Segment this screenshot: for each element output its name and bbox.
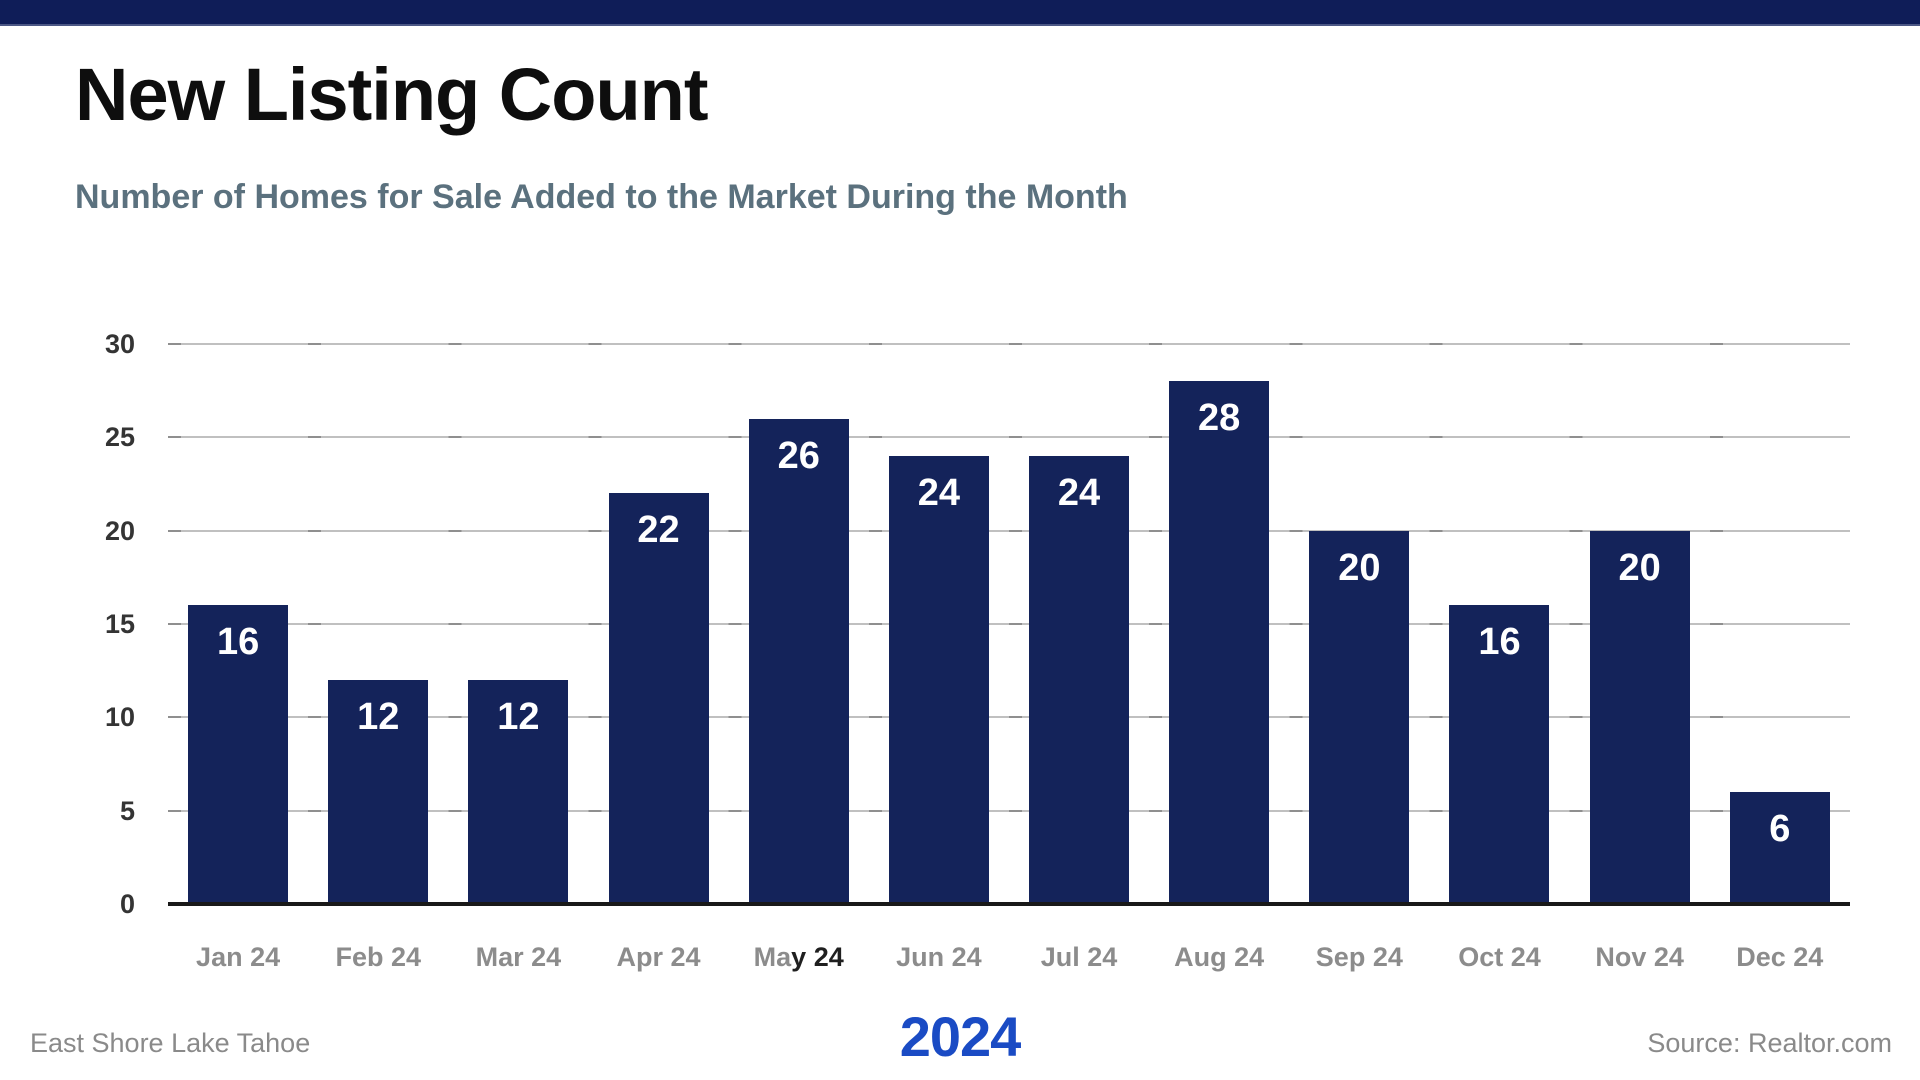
gridline-y-15 [168, 623, 1850, 625]
bar-value-label: 24 [1057, 472, 1101, 514]
page-title: New Listing Count [75, 53, 708, 136]
bar-value-label: 28 [1198, 397, 1241, 440]
bar-value-label: 6 [1769, 808, 1791, 850]
gridline-y-20 [168, 529, 1850, 532]
bar-mar-24: 12 [468, 680, 569, 904]
footer-source-label: Source: Realtor.com [1647, 1028, 1892, 1058]
bar-jul-24: 24 [1029, 456, 1130, 904]
bar-slot: 20 [1289, 344, 1429, 904]
bar-nov-24: 20 [1589, 530, 1690, 904]
x-tick-label-aug-24: Aug 24 [1174, 942, 1265, 972]
bar-slot: 20 [1570, 344, 1710, 904]
bar-apr-24: 22 [608, 493, 709, 904]
x-tick-label-mar-24: Mar 24 [475, 942, 562, 972]
bar-slot: 24 [1009, 344, 1149, 904]
bar-value-label: 20 [1618, 546, 1661, 589]
bar-slot: 26 [729, 344, 869, 904]
x-tick-label-nov-24: Nov 24 [1595, 942, 1684, 972]
bar-value-label: 12 [497, 696, 540, 738]
x-tick-label-sep-24: Sep 24 [1315, 942, 1403, 972]
bar-value-label: 16 [216, 621, 260, 664]
bar-aug-24: 28 [1169, 381, 1270, 904]
bar-slot: 12 [448, 344, 588, 904]
bar-oct-24: 16 [1449, 605, 1550, 904]
gridline-y-5 [168, 809, 1850, 812]
bar-slot: 12 [308, 344, 448, 904]
gridline-y-30 [168, 343, 1850, 345]
page-subtitle: Number of Homes for Sale Added to the Ma… [75, 178, 1128, 216]
x-tick-label-dec-24: Dec 24 [1736, 942, 1824, 972]
bar-slot: 22 [588, 344, 728, 904]
bar-slot: 6 [1710, 344, 1850, 904]
footer-location-label: East Shore Lake Tahoe [30, 1028, 311, 1058]
x-tick-label-feb-24: Feb 24 [335, 942, 421, 972]
top-accent-bar [0, 0, 1920, 26]
x-tick-label-oct-24: Oct 24 [1458, 942, 1541, 972]
x-tick-label-jul-24: Jul 24 [1040, 942, 1118, 972]
bar-slot: 28 [1149, 344, 1289, 904]
bar-feb-24: 12 [328, 680, 429, 904]
y-tick-label-0: 0 [119, 889, 135, 919]
bar-value-label: 12 [357, 696, 400, 738]
x-axis-line [168, 902, 1850, 906]
x-tick-label-apr-24: Apr 24 [616, 942, 701, 972]
bar-slot: 24 [869, 344, 1009, 904]
bar-sep-24: 20 [1309, 530, 1410, 904]
bar-jun-24: 24 [888, 456, 989, 904]
y-tick-label-25: 25 [104, 422, 135, 453]
y-tick-label-5: 5 [119, 795, 135, 826]
x-tick-label-segment: Ma [753, 942, 792, 972]
bar-slot: 16 [1429, 344, 1569, 904]
x-tick-label-segment: y 24 [791, 942, 844, 972]
plot-area: 16 12 12 22 26 24 24 28 20 16 20 6 [168, 343, 1850, 906]
bar-value-label: 22 [637, 509, 680, 552]
gridline-y-25 [168, 436, 1850, 439]
y-axis-labels: 0 5 10 15 20 25 30 [0, 330, 135, 918]
bar-jan-24: 16 [188, 605, 289, 904]
bar-value-label: 16 [1478, 621, 1521, 664]
bar-may-24: 26 [748, 418, 849, 904]
bar-dec-24: 6 [1729, 792, 1830, 904]
bar-value-label: 24 [917, 472, 960, 514]
y-tick-label-15: 15 [104, 609, 135, 639]
bars-container: 16 12 12 22 26 24 24 28 20 16 20 6 [168, 344, 1850, 904]
bar-slot: 16 [168, 344, 308, 904]
y-tick-label-30: 30 [104, 329, 135, 359]
x-axis-labels: Jan 24 Feb 24 Mar 24 Apr 24 May 24 Jun 24 Jul … [168, 942, 1850, 973]
x-tick-label-jun-24: Jun 24 [896, 942, 982, 972]
bar-value-label: 26 [777, 434, 820, 477]
y-tick-label-10: 10 [104, 702, 135, 733]
x-tick-label-jan-24: Jan 24 [196, 942, 281, 972]
y-tick-label-20: 20 [104, 515, 135, 546]
footer-year-label: 2024 [899, 1005, 1022, 1068]
bar-value-label: 20 [1338, 546, 1381, 589]
gridline-y-10 [168, 716, 1850, 719]
x-tick-label-may-24: May 24 [729, 942, 869, 973]
